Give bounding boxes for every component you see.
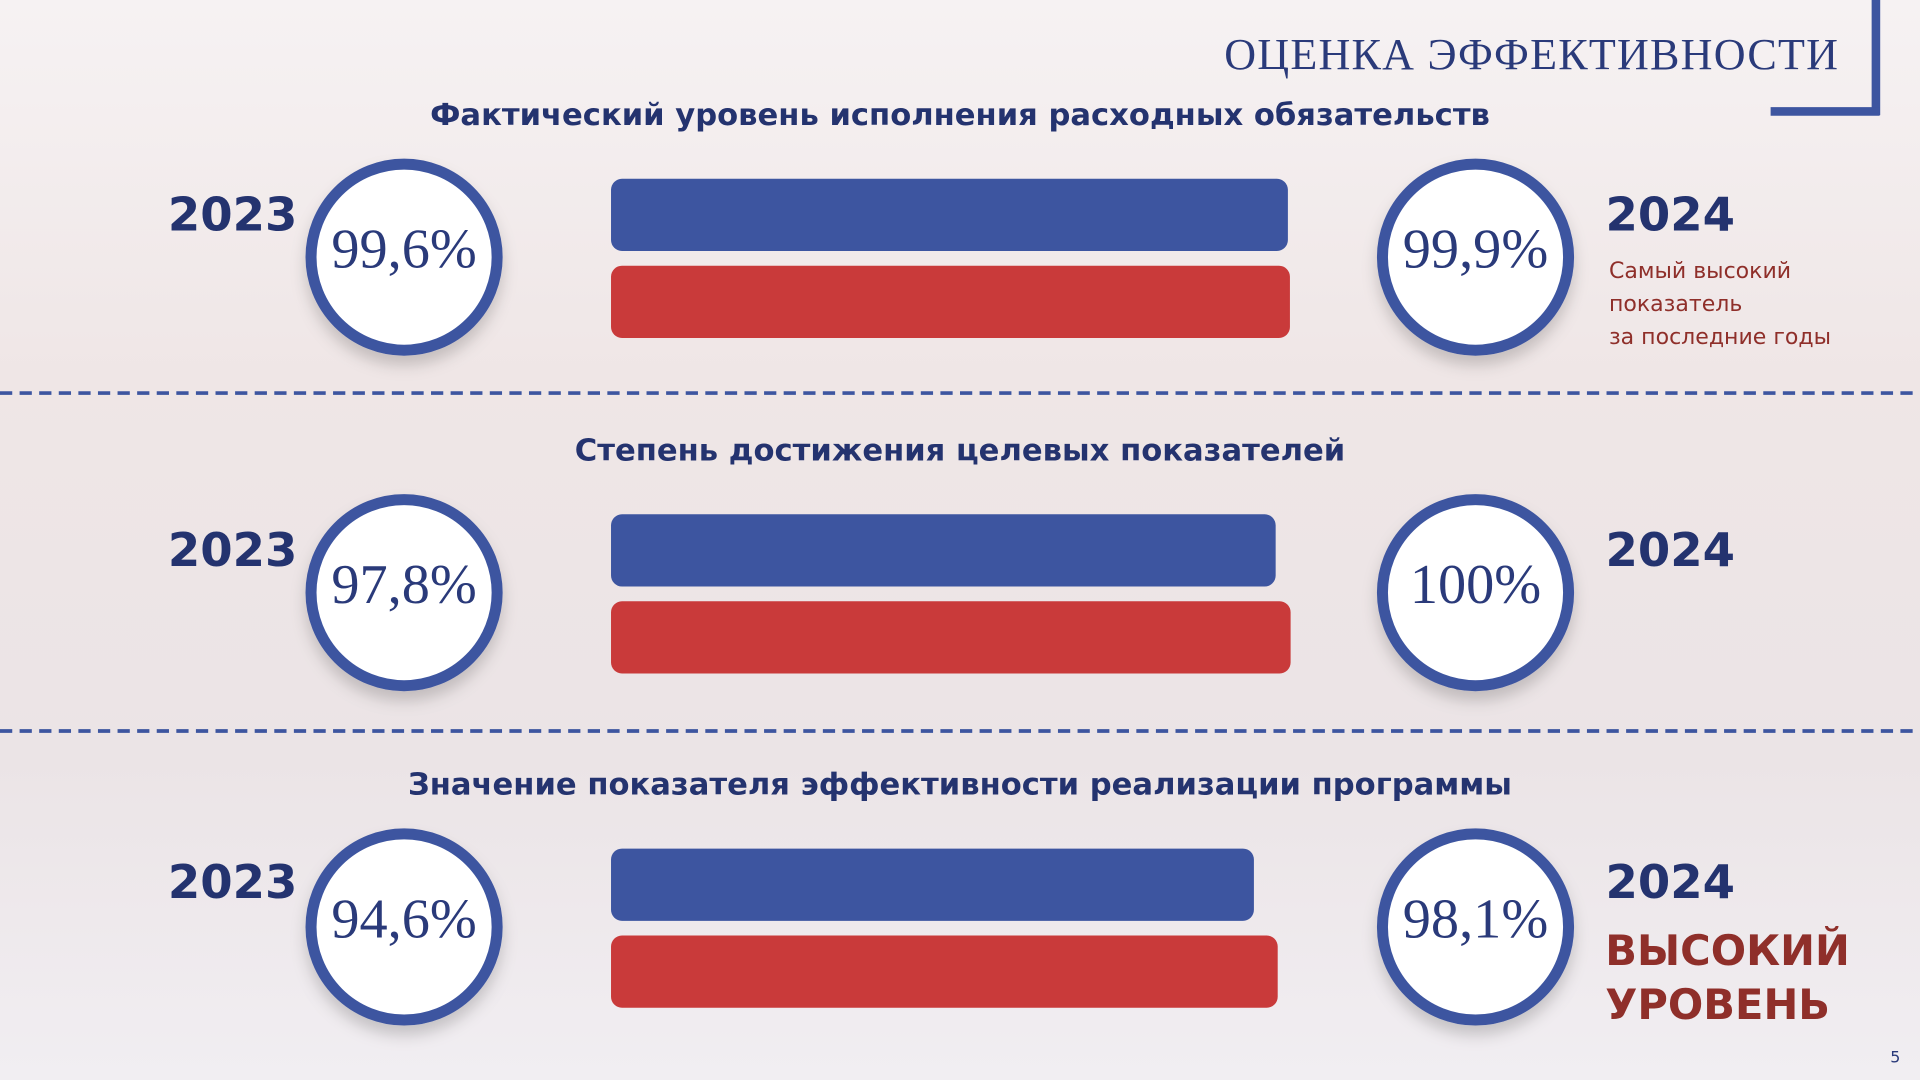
annotation: за последние годы bbox=[1609, 325, 1831, 350]
chart-title: Степень достижения целевых показателей bbox=[575, 433, 1346, 468]
year-label: 2023 bbox=[168, 855, 297, 909]
value-label: 100% bbox=[1410, 554, 1541, 616]
annotation: ВЫСОКИЙ bbox=[1605, 926, 1850, 975]
value-circle bbox=[1376, 158, 1575, 356]
year-label: 2024 bbox=[1605, 523, 1734, 577]
bar bbox=[611, 601, 1291, 674]
year-label: 2024 bbox=[1605, 187, 1734, 241]
page-title: ОЦЕНКА ЭФФЕКТИВНОСТИ bbox=[1224, 30, 1839, 79]
year-label: 2024 bbox=[1605, 855, 1734, 909]
value-label: 94,6% bbox=[331, 888, 476, 950]
value-circle bbox=[305, 494, 503, 692]
page-number: 5 bbox=[1890, 1047, 1900, 1066]
year-label: 2023 bbox=[168, 523, 297, 577]
bar bbox=[611, 178, 1288, 252]
bar bbox=[611, 935, 1278, 1008]
value-circle bbox=[1376, 494, 1575, 692]
annotation: показатель bbox=[1609, 292, 1742, 317]
bar bbox=[611, 848, 1254, 921]
value-label: 99,6% bbox=[331, 219, 476, 281]
value-circle bbox=[305, 158, 503, 356]
annotation: УРОВЕНЬ bbox=[1605, 980, 1830, 1029]
bar bbox=[611, 265, 1290, 338]
value-label: 97,8% bbox=[331, 554, 476, 616]
year-label: 2023 bbox=[168, 187, 297, 241]
bar bbox=[611, 514, 1276, 587]
value-label: 98,1% bbox=[1403, 888, 1548, 950]
chart-title: Значение показателя эффективности реализ… bbox=[408, 768, 1512, 803]
annotation: Самый высокий bbox=[1609, 259, 1791, 284]
chart-title: Фактический уровень исполнения расходных… bbox=[430, 98, 1490, 133]
value-label: 99,9% bbox=[1403, 219, 1548, 281]
value-circle bbox=[1376, 828, 1575, 1026]
value-circle bbox=[305, 828, 503, 1026]
